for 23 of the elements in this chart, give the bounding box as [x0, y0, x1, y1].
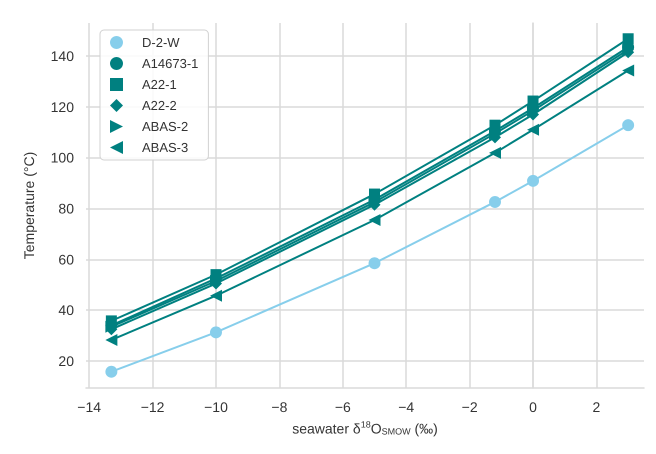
y-tick-label: 20 [58, 353, 74, 370]
x-tick-label: −6 [334, 399, 351, 415]
x-tick-label: −2 [462, 399, 478, 415]
legend-label: D-2-W [142, 35, 180, 50]
x-tick-label: −14 [77, 399, 102, 415]
y-tick-label: 80 [58, 200, 74, 217]
x-tick-label: −12 [140, 399, 165, 415]
x-tick-label: 0 [529, 399, 538, 415]
x-tick-label: 2 [592, 399, 601, 415]
legend-label: ABAS-2 [142, 119, 188, 134]
y-tick-label: 120 [50, 98, 74, 115]
y-tick-label: 40 [58, 302, 74, 318]
y-axis-title: Temperature (°C) [21, 152, 37, 260]
x-tick-label: −4 [398, 399, 414, 415]
y-tick-label: 140 [50, 48, 74, 64]
x-tick-label: −10 [204, 399, 228, 415]
legend-label: ABAS-3 [142, 140, 188, 155]
legend-label: A22-2 [142, 98, 177, 113]
x-tick-label: −8 [271, 399, 288, 415]
legend-label: A22-1 [142, 77, 177, 92]
y-tick-label: 100 [50, 150, 74, 166]
y-tick-label: 60 [58, 251, 74, 268]
legend-label: A14673-1 [142, 56, 198, 71]
